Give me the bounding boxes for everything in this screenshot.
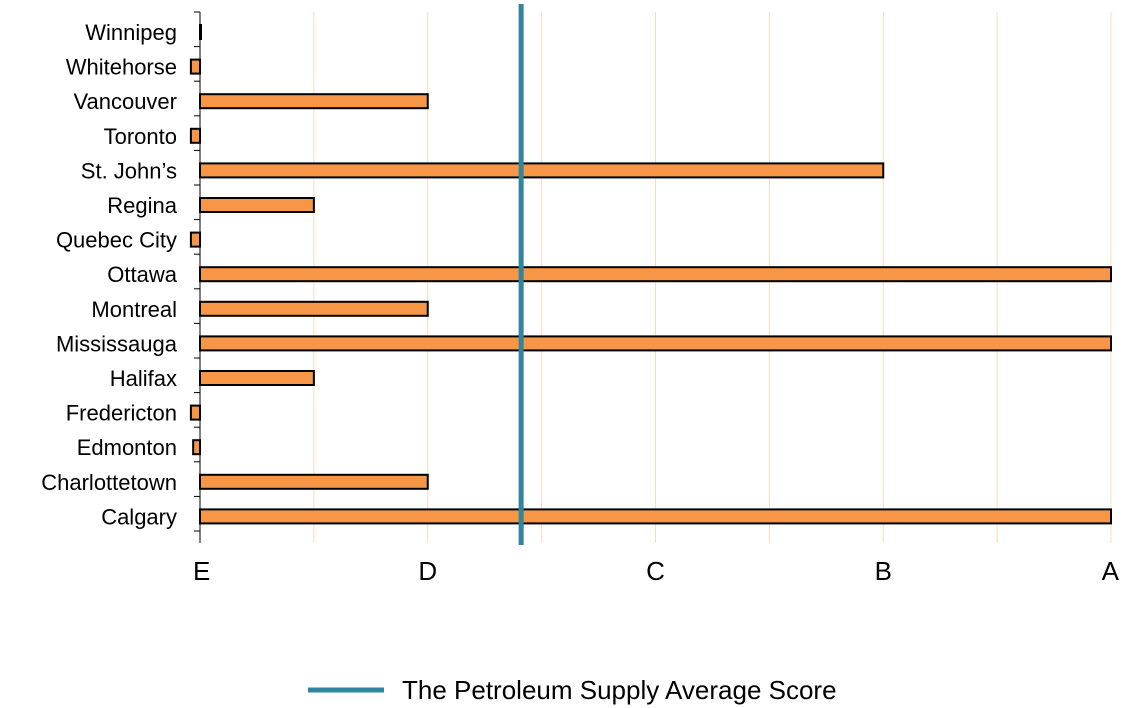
- category-label: Toronto: [104, 124, 177, 149]
- bar: [199, 266, 1112, 283]
- bar: [199, 335, 1112, 352]
- category-label: Fredericton: [66, 401, 177, 426]
- bar: [199, 300, 429, 317]
- category-label: St. John’s: [81, 158, 177, 183]
- bar: [199, 162, 885, 179]
- bar: [199, 370, 315, 386]
- value-tick-label: B: [875, 556, 892, 586]
- bar: [199, 508, 1112, 525]
- bar: [199, 197, 315, 213]
- category-label: Whitehorse: [66, 55, 177, 80]
- category-label: Charlottetown: [41, 470, 177, 495]
- bar: [189, 404, 201, 421]
- bar: [199, 473, 429, 490]
- value-tick-label: C: [646, 556, 665, 586]
- bar: [189, 231, 201, 248]
- bar: [199, 93, 429, 110]
- legend: The Petroleum Supply Average Score: [308, 675, 837, 705]
- value-tick-label: E: [193, 556, 210, 586]
- bar: [189, 127, 201, 144]
- category-label: Winnipeg: [85, 20, 177, 45]
- legend-label: The Petroleum Supply Average Score: [402, 675, 837, 705]
- bar: [199, 24, 202, 40]
- value-tick-label: D: [418, 556, 437, 586]
- category-label: Mississauga: [56, 331, 178, 356]
- category-label: Calgary: [101, 504, 177, 529]
- category-labels: Winnipeg Whitehorse Vancouver Toronto St. Jo…: [41, 20, 178, 529]
- category-label: Ottawa: [107, 262, 177, 287]
- bar: [189, 58, 201, 75]
- bar: [192, 439, 201, 456]
- category-label: Montreal: [91, 297, 177, 322]
- category-label: Regina: [107, 193, 177, 218]
- category-label: Quebec City: [56, 228, 177, 253]
- category-label: Vancouver: [73, 89, 177, 114]
- category-label: Edmonton: [77, 435, 177, 460]
- value-tick-label: A: [1102, 556, 1120, 586]
- category-label: Halifax: [110, 366, 177, 391]
- bars: [189, 24, 1112, 525]
